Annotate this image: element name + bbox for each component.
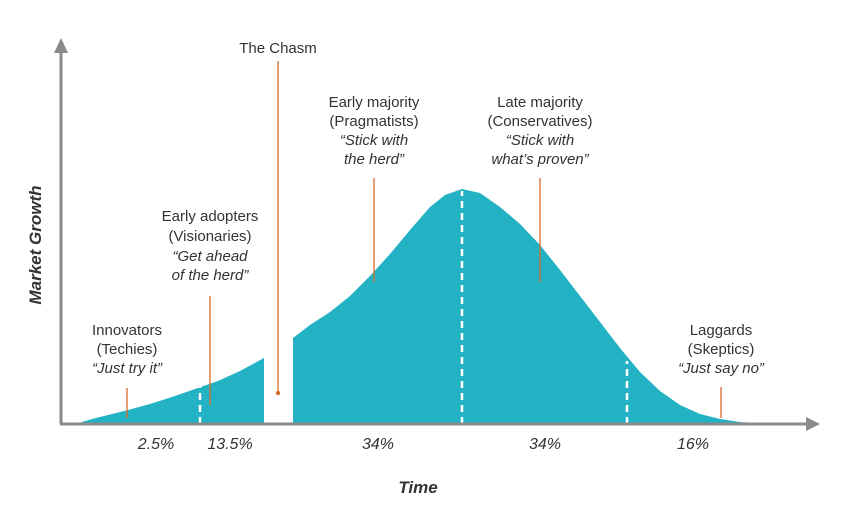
y-axis-title: Market Growth (26, 185, 45, 304)
early-adopters-quote-line-2: of the herd” (172, 267, 250, 284)
curve-main-region (293, 189, 770, 424)
x-axis-title: Time (398, 478, 437, 497)
innovators-persona: (Techies) (97, 341, 158, 358)
early-majority-share: 34% (362, 436, 394, 453)
innovators-group: Innovators (92, 322, 162, 339)
y-axis-arrowhead (54, 38, 68, 53)
early-majority-label: Early majority (Pragmatists) “Stick with… (329, 94, 420, 168)
laggards-share: 16% (677, 436, 709, 453)
late-majority-label: Late majority (Conservatives) “Stick wit… (487, 94, 592, 168)
early-majority-persona: (Pragmatists) (329, 113, 418, 130)
late-majority-share: 34% (529, 436, 561, 453)
early-adopters-group: Early adopters (162, 208, 259, 225)
laggards-group: Laggards (690, 322, 753, 339)
chasm-pointer-dot (275, 390, 281, 396)
early-majority-quote-line-1: “Stick with (340, 132, 408, 149)
share-labels: 2.5% 13.5% 34% 34% 16% (137, 436, 709, 453)
late-majority-quote-line-1: “Stick with (506, 132, 574, 149)
late-majority-group: Late majority (497, 94, 583, 111)
laggards-persona: (Skeptics) (688, 341, 755, 358)
late-majority-quote-line-2: what’s proven” (491, 151, 589, 168)
early-adopters-share: 13.5% (207, 436, 252, 453)
curve-left-region (78, 358, 264, 424)
early-adopters-quote-line-1: “Get ahead (172, 248, 248, 265)
adoption-curve (78, 189, 770, 424)
innovators-share: 2.5% (137, 436, 174, 453)
innovators-label: Innovators (Techies) “Just try it” (92, 322, 163, 377)
x-axis-arrowhead (806, 417, 820, 431)
pointers (126, 61, 722, 418)
axes (54, 38, 820, 431)
chasm-title: The Chasm (239, 40, 317, 57)
early-adopters-label: Early adopters (Visionaries) “Get ahead … (162, 208, 259, 284)
late-majority-persona: (Conservatives) (487, 113, 592, 130)
early-adopters-persona: (Visionaries) (168, 228, 251, 245)
laggards-quote: “Just say no” (678, 360, 765, 377)
early-majority-quote-line-2: the herd” (344, 151, 405, 168)
innovators-quote: “Just try it” (92, 360, 163, 377)
early-majority-group: Early majority (329, 94, 420, 111)
laggards-label: Laggards (Skeptics) “Just say no” (678, 322, 765, 377)
